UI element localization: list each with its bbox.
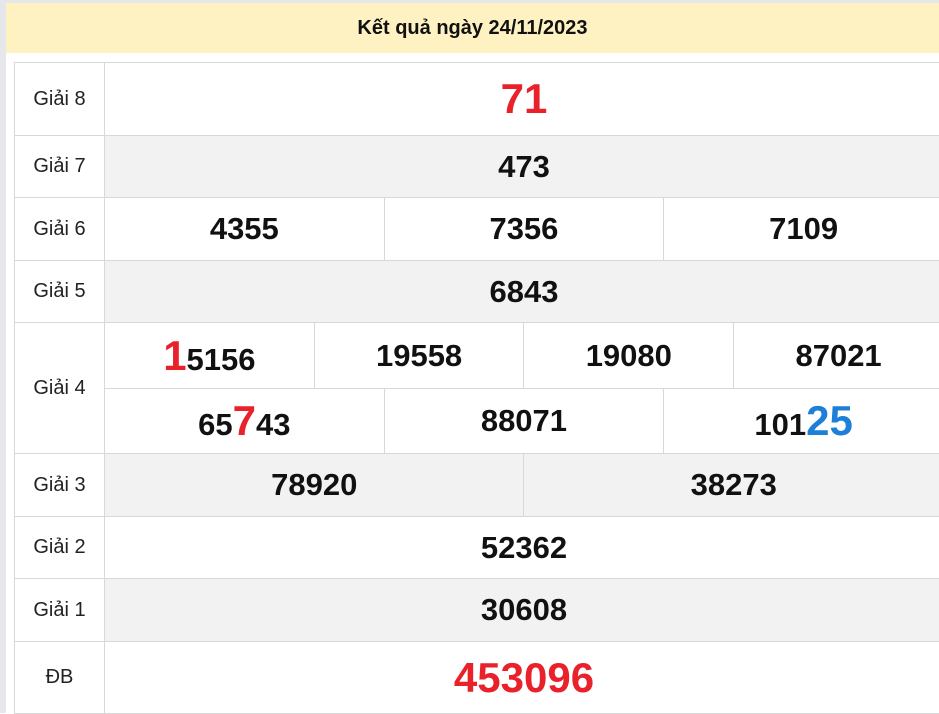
prize-number: 87021 [734, 323, 939, 389]
prize-row-6: Giải 6 4355 7356 7109 [15, 198, 939, 261]
prize-number: 7109 [664, 198, 939, 261]
highlight-digit: 1 [163, 332, 186, 379]
digits: 5156 [187, 342, 256, 377]
prize-label: Giải 7 [15, 136, 105, 198]
prize-number: 88071 [384, 389, 664, 454]
prize-number: 473 [105, 136, 939, 198]
left-border [0, 0, 6, 713]
prize-number: 52362 [105, 517, 939, 579]
prize-number: 71 [105, 63, 939, 136]
prize-label: Giải 6 [15, 198, 105, 261]
prize-row-special: ĐB 453096 [15, 642, 939, 714]
prize-number: 38273 [524, 454, 939, 517]
prize-number: 6843 [105, 261, 939, 323]
prize-label: ĐB [15, 642, 105, 714]
prize-row-3: Giải 3 78920 38273 [15, 454, 939, 517]
prize-number: 15156 [105, 323, 315, 389]
digits: 65 [198, 407, 232, 442]
prize-number: 4355 [105, 198, 385, 261]
prize-row-2: Giải 2 52362 [15, 517, 939, 579]
special-prize-number: 453096 [105, 642, 939, 714]
results-date-header: Kết quả ngày 24/11/2023 [6, 3, 939, 53]
prize-label: Giải 8 [15, 63, 105, 136]
prize-label: Giải 3 [15, 454, 105, 517]
prize-number: 19080 [524, 323, 734, 389]
prize-number: 10125 [664, 389, 939, 454]
prize-row-4a: Giải 4 15156 19558 19080 87021 [15, 323, 939, 389]
lottery-results-table: Giải 8 71 Giải 7 473 Giải 6 4355 7356 71… [14, 62, 939, 714]
prize-row-1: Giải 1 30608 [15, 579, 939, 642]
prize-label: Giải 2 [15, 517, 105, 579]
prize-number: 7356 [384, 198, 664, 261]
prize-label: Giải 4 [15, 323, 105, 454]
prize-row-5: Giải 5 6843 [15, 261, 939, 323]
prize-label: Giải 5 [15, 261, 105, 323]
highlight-digit: 7 [233, 397, 256, 444]
prize-number: 19558 [314, 323, 524, 389]
digits: 101 [754, 407, 806, 442]
prize-row-4b: 65743 88071 10125 [15, 389, 939, 454]
prize-label: Giải 1 [15, 579, 105, 642]
prize-row-7: Giải 7 473 [15, 136, 939, 198]
prize-number: 78920 [105, 454, 524, 517]
prize-row-8: Giải 8 71 [15, 63, 939, 136]
prize-number: 65743 [105, 389, 385, 454]
digits: 43 [256, 407, 290, 442]
prize-number: 30608 [105, 579, 939, 642]
highlight-digit: 25 [806, 397, 853, 444]
